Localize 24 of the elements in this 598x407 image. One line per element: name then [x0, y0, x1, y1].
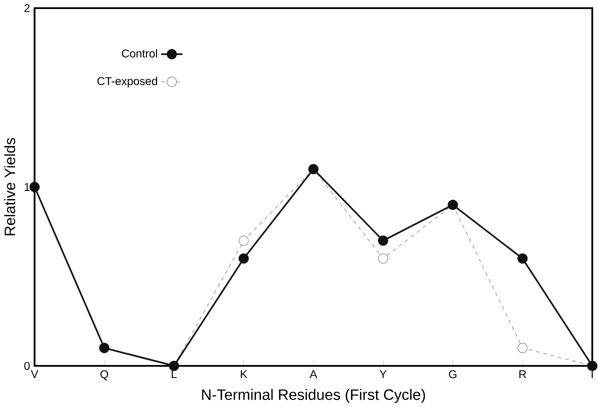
point [378, 253, 388, 264]
x-tick-label: V [30, 370, 38, 378]
x-tick-label: A [310, 370, 318, 378]
x-tick-label: G [449, 370, 456, 378]
x-tick-label: R [519, 370, 526, 378]
point [378, 235, 388, 246]
x-tick-label: Y [380, 370, 387, 378]
point [238, 253, 249, 264]
y-axis-title: Relative Yields [4, 138, 16, 236]
y-tick-label: 0 [24, 362, 30, 370]
x-tick-label: K [240, 370, 248, 378]
x-axis-title: N-Terminal Residues (First Cycle) [202, 388, 425, 403]
x-tick-label: L [172, 370, 177, 378]
legend-label: Control [122, 49, 158, 58]
point [238, 235, 249, 246]
legend-label: CT-exposed [97, 76, 158, 88]
y-tick-label: 2 [24, 4, 30, 12]
point [517, 253, 528, 264]
point [29, 182, 40, 192]
x-tick-label: Q [100, 370, 108, 380]
point [99, 342, 110, 354]
y-tick-label: 1 [24, 183, 30, 191]
point [517, 342, 528, 354]
x-tick-label: I [592, 370, 593, 378]
